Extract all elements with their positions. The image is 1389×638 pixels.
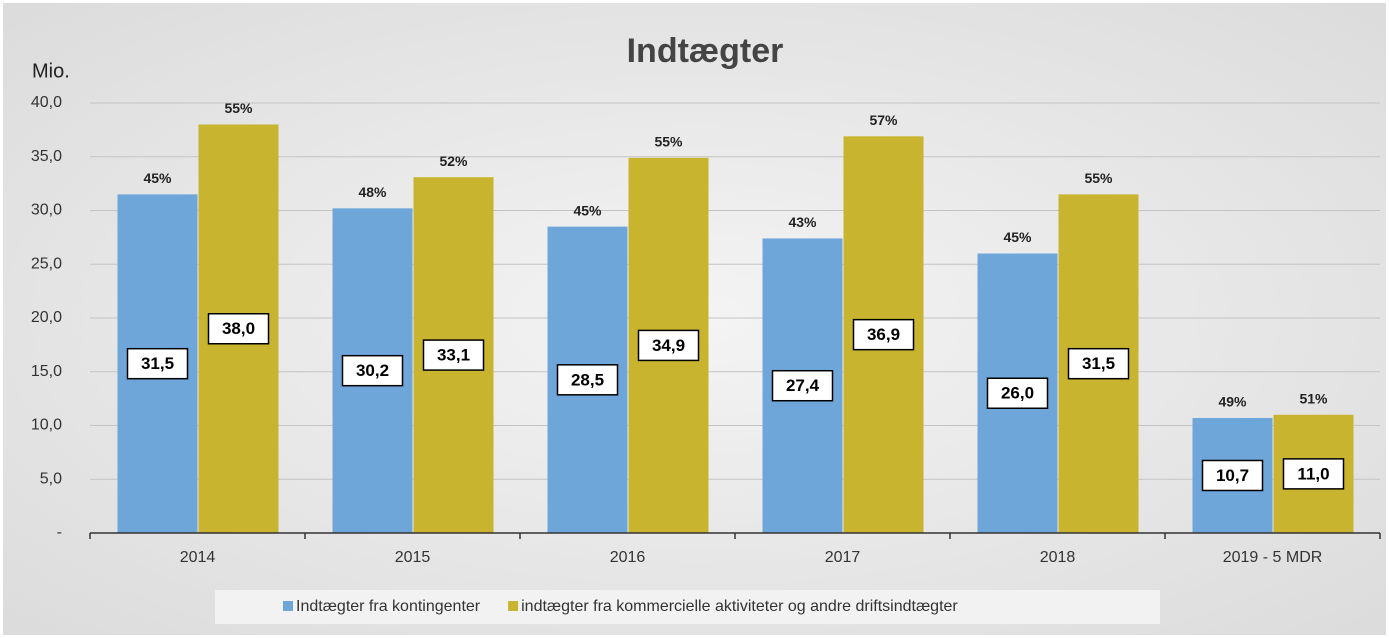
value-label-box bbox=[1067, 347, 1130, 380]
share-label: 49% bbox=[1218, 394, 1247, 410]
legend-swatch bbox=[508, 601, 519, 611]
legend-swatch bbox=[283, 601, 293, 611]
share-label: 55% bbox=[224, 100, 253, 116]
x-tick-label: 2015 bbox=[395, 549, 431, 566]
share-label: 45% bbox=[573, 202, 602, 218]
share-label: 55% bbox=[1084, 170, 1113, 186]
y-tick-label: 40,0 bbox=[31, 94, 62, 111]
value-label-box bbox=[986, 377, 1049, 409]
x-tick-label: 2018 bbox=[1040, 549, 1076, 566]
x-tick-label: 2019 - 5 MDR bbox=[1223, 549, 1323, 566]
x-tick-label: 2016 bbox=[610, 549, 646, 566]
value-label: 36,9 bbox=[867, 325, 900, 344]
value-label: 31,5 bbox=[1082, 354, 1115, 373]
value-label: 11,0 bbox=[1297, 464, 1329, 483]
x-tick-label: 2017 bbox=[825, 549, 861, 566]
value-label: 26,0 bbox=[1001, 384, 1034, 403]
legend-label: indtægter fra kommercielle aktiviteter o… bbox=[521, 598, 958, 615]
y-tick-label: 10,0 bbox=[31, 417, 62, 434]
share-label: 51% bbox=[1299, 390, 1328, 406]
y-tick-label: 20,0 bbox=[31, 309, 62, 326]
y-axis-label: Mio. bbox=[32, 60, 70, 82]
y-tick-label: 15,0 bbox=[31, 363, 62, 380]
share-label: 52% bbox=[439, 153, 468, 169]
value-label-box bbox=[207, 313, 270, 345]
legend-box bbox=[215, 590, 1160, 624]
value-label-box bbox=[1201, 459, 1264, 492]
value-label-box bbox=[422, 339, 485, 371]
value-label: 28,5 bbox=[571, 370, 604, 389]
value-label: 34,9 bbox=[652, 336, 685, 355]
y-tick-label: 35,0 bbox=[31, 148, 62, 165]
value-label: 27,4 bbox=[786, 376, 820, 395]
share-label: 55% bbox=[654, 134, 683, 150]
chart-title: Indtægter bbox=[627, 32, 784, 70]
value-label-box bbox=[1282, 458, 1345, 490]
x-tick-label: 2014 bbox=[180, 549, 216, 566]
legend-label: Indtægter fra kontingenter bbox=[296, 598, 481, 615]
value-label-box bbox=[771, 369, 834, 402]
share-label: 57% bbox=[869, 112, 898, 128]
y-tick-label: 5,0 bbox=[40, 470, 62, 487]
value-label-box bbox=[556, 364, 619, 396]
value-label: 33,1 bbox=[437, 346, 470, 365]
value-label-box bbox=[637, 329, 700, 362]
y-tick-label: - bbox=[57, 524, 62, 541]
value-label: 38,0 bbox=[222, 319, 255, 338]
share-label: 45% bbox=[1003, 229, 1032, 245]
share-label: 43% bbox=[788, 214, 817, 230]
value-label: 10,7 bbox=[1216, 466, 1249, 485]
value-label: 30,2 bbox=[356, 361, 389, 380]
value-label-box bbox=[126, 347, 189, 380]
value-label: 31,5 bbox=[141, 354, 174, 373]
y-tick-label: 25,0 bbox=[31, 255, 62, 272]
share-label: 45% bbox=[143, 170, 172, 186]
value-label-box bbox=[852, 318, 915, 351]
y-tick-label: 30,0 bbox=[31, 202, 62, 219]
value-label-box bbox=[341, 354, 404, 387]
share-label: 48% bbox=[358, 184, 387, 200]
